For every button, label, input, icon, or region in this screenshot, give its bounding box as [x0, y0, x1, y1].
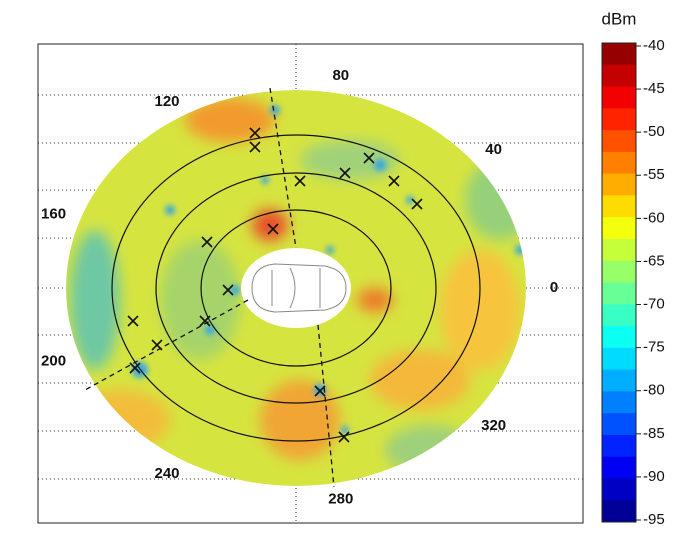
angle-tick-label: 200 [41, 353, 66, 370]
colorbar-band [602, 195, 636, 218]
car-outline [251, 263, 347, 313]
angle-tick-label: 320 [481, 417, 506, 434]
colorbar-tick-label: -60 [643, 209, 665, 226]
colorbar-band [602, 326, 636, 349]
colorbar-tick-label: -80 [643, 382, 665, 399]
colorbar-band [602, 86, 636, 109]
colorbar-band [602, 43, 636, 66]
colorbar-tick-label: -95 [643, 511, 665, 528]
colorbar-band [602, 151, 636, 175]
measurement-lines [84, 87, 335, 488]
angle-tick-label: 120 [154, 93, 179, 110]
colorbar-tick-label: -50 [643, 123, 665, 140]
colorbar-tick-label: -55 [643, 166, 665, 183]
colorbar-band [602, 304, 636, 327]
colorbar-band [602, 434, 636, 458]
colorbar-label: dBm [602, 9, 637, 28]
angle-tick-label: 280 [328, 491, 353, 508]
colorbar-band [602, 478, 636, 501]
colorbar-band [602, 391, 636, 414]
measurement-markers [127, 127, 423, 443]
colorbar-frame [601, 42, 637, 523]
angle-tick-label: 240 [154, 465, 179, 482]
colorbar-band [602, 500, 636, 523]
colorbar-tick-label: -85 [643, 425, 665, 442]
colorbar-band [602, 173, 636, 196]
colorbar-band [602, 369, 636, 392]
colorbar-band [602, 217, 636, 240]
colorbar-tick-label: -70 [643, 296, 665, 313]
range-rings [111, 134, 481, 442]
colorbar-tick-label: -45 [643, 80, 665, 97]
angle-tick-label: 40 [485, 141, 502, 158]
colorbar-tick-label: -75 [643, 339, 665, 356]
colorbar-band [602, 238, 636, 262]
angle-tick-label: 0 [550, 279, 558, 296]
colorbar-tick-label: -40 [643, 37, 665, 54]
colorbar-band [602, 456, 636, 479]
colorbar-band [602, 108, 636, 131]
angle-tick-label: 80 [332, 67, 349, 84]
center-hole [241, 248, 351, 328]
colorbar-band [602, 413, 636, 436]
colorbar-band [602, 347, 636, 371]
colorbar-tick-label: -90 [643, 468, 665, 485]
colorbar [602, 43, 636, 523]
colorbar-band [602, 64, 636, 88]
colorbar-tick-label: -65 [643, 252, 665, 269]
colorbar-band [602, 260, 636, 283]
colorbar-band [602, 282, 636, 305]
colorbar-band [602, 130, 636, 153]
angle-tick-label: 160 [41, 205, 66, 222]
